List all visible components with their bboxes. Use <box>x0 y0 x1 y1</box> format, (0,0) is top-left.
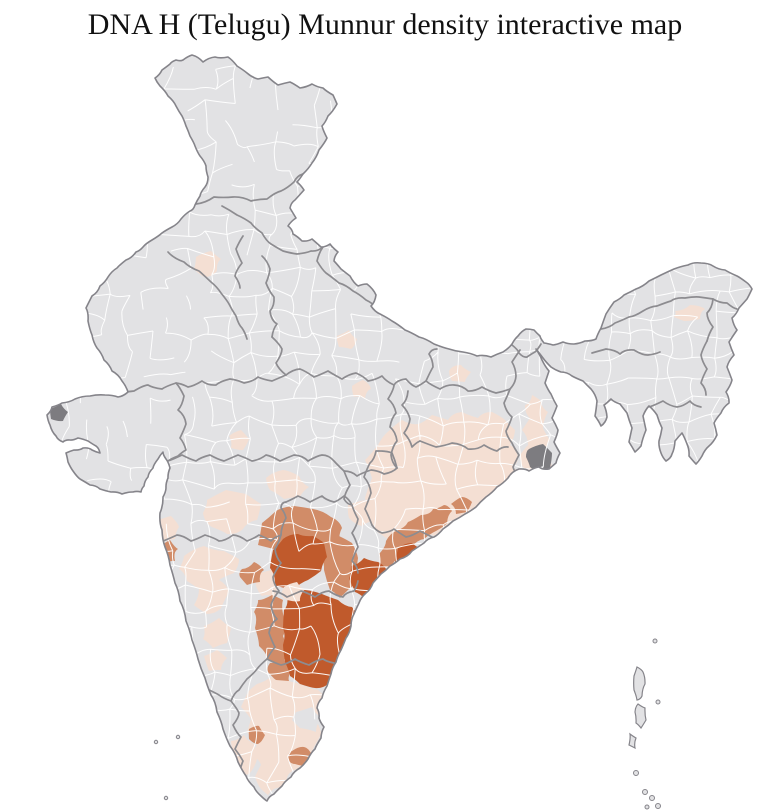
state-boundary-line <box>167 454 345 472</box>
state-boundary-line <box>700 340 708 396</box>
island-dot <box>655 803 661 809</box>
water-chilika <box>494 533 507 544</box>
state-boundary-line <box>266 658 335 666</box>
state-boundary-line <box>371 524 435 539</box>
island-dot <box>649 795 655 801</box>
state-boundary-line <box>234 235 244 289</box>
region-chittoor_belt[interactable] <box>262 681 331 710</box>
state-boundary-line <box>266 534 282 660</box>
island-dot <box>153 739 159 745</box>
region-west_mp_spot[interactable] <box>229 430 249 451</box>
state-boundary-line <box>648 400 702 408</box>
island-dot <box>633 770 639 776</box>
state-boundary-line <box>316 246 378 309</box>
state-boundary-line <box>285 368 427 388</box>
state-boundary-line <box>272 580 359 598</box>
water-rann_kutch <box>50 404 68 422</box>
page-title: DNA H (Telugu) Munnur density interactiv… <box>87 8 683 41</box>
region-central_tn_gray[interactable] <box>292 707 323 732</box>
region-north_karnataka[interactable] <box>179 546 240 614</box>
state-boundary-line <box>387 384 398 469</box>
state-boundary-line <box>261 255 278 338</box>
state-boundary-line <box>343 470 359 574</box>
andaman-islands[interactable] <box>628 638 661 810</box>
state-boundary-line <box>167 382 187 462</box>
state-boundary-line <box>230 658 268 702</box>
island-dot <box>642 789 648 795</box>
state-boundary-line <box>221 205 324 255</box>
island-dot <box>655 699 661 705</box>
region-karnataka_interior[interactable] <box>203 618 231 648</box>
state-boundary-line <box>419 440 509 452</box>
lakshadweep-islands[interactable] <box>153 734 181 801</box>
state-boundary-line <box>195 173 304 205</box>
region-bidar_patch[interactable] <box>239 562 264 585</box>
state-boundary-line <box>343 467 398 477</box>
island-shape <box>628 732 637 750</box>
island-dot <box>175 734 181 740</box>
region-bundelkhand_spot[interactable] <box>336 330 357 349</box>
region-baghelkhand_spot[interactable] <box>351 380 371 399</box>
state-boundary-line <box>285 495 353 506</box>
island-dot <box>644 804 650 810</box>
state-boundary-line <box>425 348 438 382</box>
island-dot <box>652 638 658 644</box>
island-dot <box>163 795 169 801</box>
india-outline <box>46 54 753 802</box>
region-bihar_spot[interactable] <box>449 364 471 382</box>
region-tamil_nadu[interactable] <box>241 677 321 795</box>
state-boundary-line <box>503 388 522 478</box>
island-shape <box>633 666 646 701</box>
region-vidarbha[interactable] <box>266 470 309 499</box>
state-boundary-line <box>509 349 521 390</box>
state-boundary-line <box>167 251 248 340</box>
state-boundary-line <box>162 501 287 542</box>
state-boundary-line <box>121 374 287 393</box>
region-east_vidarbha[interactable] <box>347 500 381 526</box>
state-boundary-line <box>425 380 511 394</box>
state-boundary-line <box>591 348 661 356</box>
state-boundary-line <box>706 298 714 342</box>
region-telangana_north[interactable] <box>270 533 327 590</box>
state-boundary-line <box>401 390 421 448</box>
state-boundary-line <box>363 450 398 526</box>
state-boundary-line <box>271 336 287 376</box>
island-shape <box>634 703 647 730</box>
state-boundary-line <box>600 296 738 330</box>
region-marathwada[interactable] <box>203 490 261 535</box>
